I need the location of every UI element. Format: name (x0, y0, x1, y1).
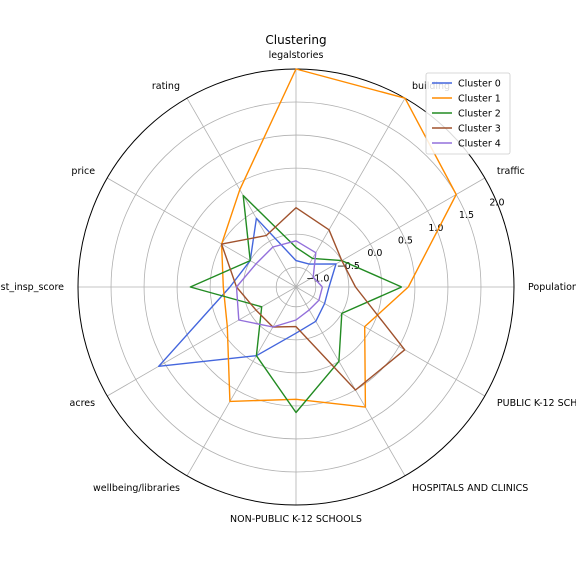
category-label: Population (528, 282, 576, 293)
category-label: HOSPITALS AND CLINICS (412, 483, 528, 494)
series-line-cluster-2 (189, 194, 402, 414)
series-line-cluster-1 (220, 68, 457, 408)
grid-spoke (295, 177, 485, 288)
legend-label: Cluster 1 (458, 94, 501, 105)
grid-spoke (186, 286, 297, 476)
category-label: rating (152, 81, 180, 92)
grid-spoke (295, 286, 485, 397)
series-line-cluster-4 (235, 240, 324, 328)
category-label: traffic (497, 166, 525, 177)
category-label: wellbeing/libraries (93, 483, 180, 494)
legend-box (425, 72, 511, 155)
legend-label: Cluster 0 (458, 79, 501, 90)
legend-label: Cluster 4 (458, 139, 501, 150)
category-label: PUBLIC K-12 SCHOOLS (497, 398, 576, 409)
series-lines (157, 68, 457, 414)
radial-tick-label: −0.5 (337, 261, 360, 272)
radial-tick-label: 1.0 (428, 223, 443, 234)
category-label: acres (70, 398, 96, 409)
category-label: NON-PUBLIC K-12 SCHOOLS (230, 514, 362, 525)
radial-tick-label: −1.0 (306, 273, 329, 284)
radial-tick-label: 0.0 (367, 248, 382, 259)
series-line-cluster-0 (157, 217, 337, 367)
radial-ticks: −1.0 −0.5 0.0 0.5 1.0 1.5 2.0 (306, 198, 504, 285)
series-line-cluster-3 (220, 206, 406, 391)
legend: Cluster 0 Cluster 1 Cluster 2 Cluster 3 Clus… (425, 72, 511, 155)
grid-spoke (107, 286, 297, 397)
legend-label: Cluster 3 (458, 124, 501, 135)
grid-spoke (186, 98, 297, 288)
legend-label: Cluster 2 (458, 109, 501, 120)
chart-title: Clustering (265, 33, 326, 47)
radial-tick-label: 0.5 (398, 235, 413, 246)
grid-spoke (295, 98, 406, 288)
category-label: legalstories (269, 50, 324, 61)
radial-tick-label: 1.5 (459, 210, 474, 221)
category-label: price (71, 166, 95, 177)
grid-spoke (107, 177, 297, 288)
grid (77, 68, 515, 506)
grid-spoke (295, 286, 406, 476)
radial-tick-label: 2.0 (489, 198, 504, 209)
category-label: rest_insp_score (0, 282, 64, 293)
